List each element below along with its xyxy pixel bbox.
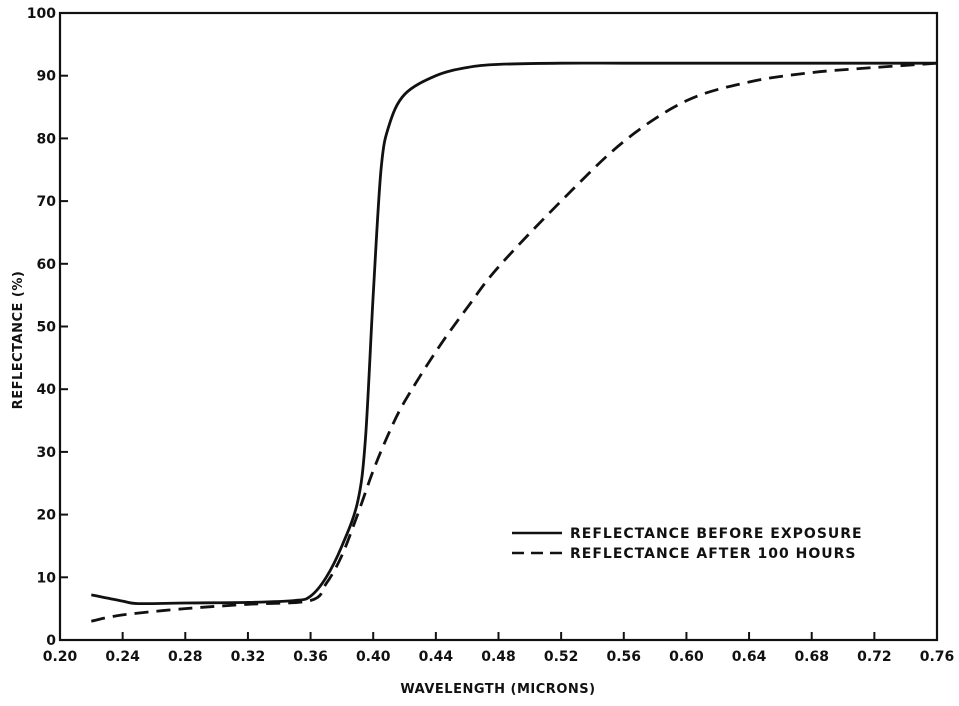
x-tick-label: 0.68	[794, 649, 829, 665]
x-tick-label: 0.52	[544, 649, 579, 665]
y-tick-label: 20	[37, 508, 57, 524]
y-tick-label: 60	[37, 257, 57, 273]
x-tick-label: 0.32	[231, 649, 266, 665]
y-axis-title: REFLECTANCE (%)	[11, 271, 26, 410]
y-tick-label: 50	[37, 320, 57, 336]
legend-label-after: REFLECTANCE AFTER 100 HOURS	[570, 546, 857, 562]
x-tick-label: 0.48	[481, 649, 516, 665]
y-tick-label: 100	[27, 6, 56, 22]
x-tick-label: 0.36	[293, 649, 328, 665]
x-tick-label: 0.60	[669, 649, 704, 665]
y-tick-label: 30	[37, 445, 57, 461]
x-tick-label: 0.44	[419, 649, 454, 665]
series-line-before	[91, 61, 937, 606]
x-tick-label: 0.64	[732, 649, 767, 665]
legend-label-before: REFLECTANCE BEFORE EXPOSURE	[570, 526, 863, 542]
x-tick-label: 0.24	[105, 649, 140, 665]
y-tick-label: 90	[37, 69, 57, 85]
x-tick-label: 0.56	[607, 649, 642, 665]
y-tick-label: 80	[37, 131, 57, 147]
y-tick-label: 0	[46, 633, 56, 649]
y-tick-label: 10	[37, 570, 57, 586]
x-tick-label: 0.20	[43, 649, 78, 665]
y-tick-label: 40	[37, 382, 57, 398]
series-line-after	[91, 61, 938, 623]
x-tick-label: 0.28	[168, 649, 203, 665]
x-tick-label: 0.72	[857, 649, 892, 665]
x-axis-title: WAVELENGTH (MICRONS)	[400, 682, 595, 697]
plot-area: 0 10 20 30 40 50 60 70 80 90 100 0.20 0.24 0.28 0.32 0.…	[27, 6, 955, 665]
x-tick-label: 0.76	[920, 649, 955, 665]
x-tick-label: 0.40	[356, 649, 391, 665]
y-tick-label: 70	[37, 194, 57, 210]
